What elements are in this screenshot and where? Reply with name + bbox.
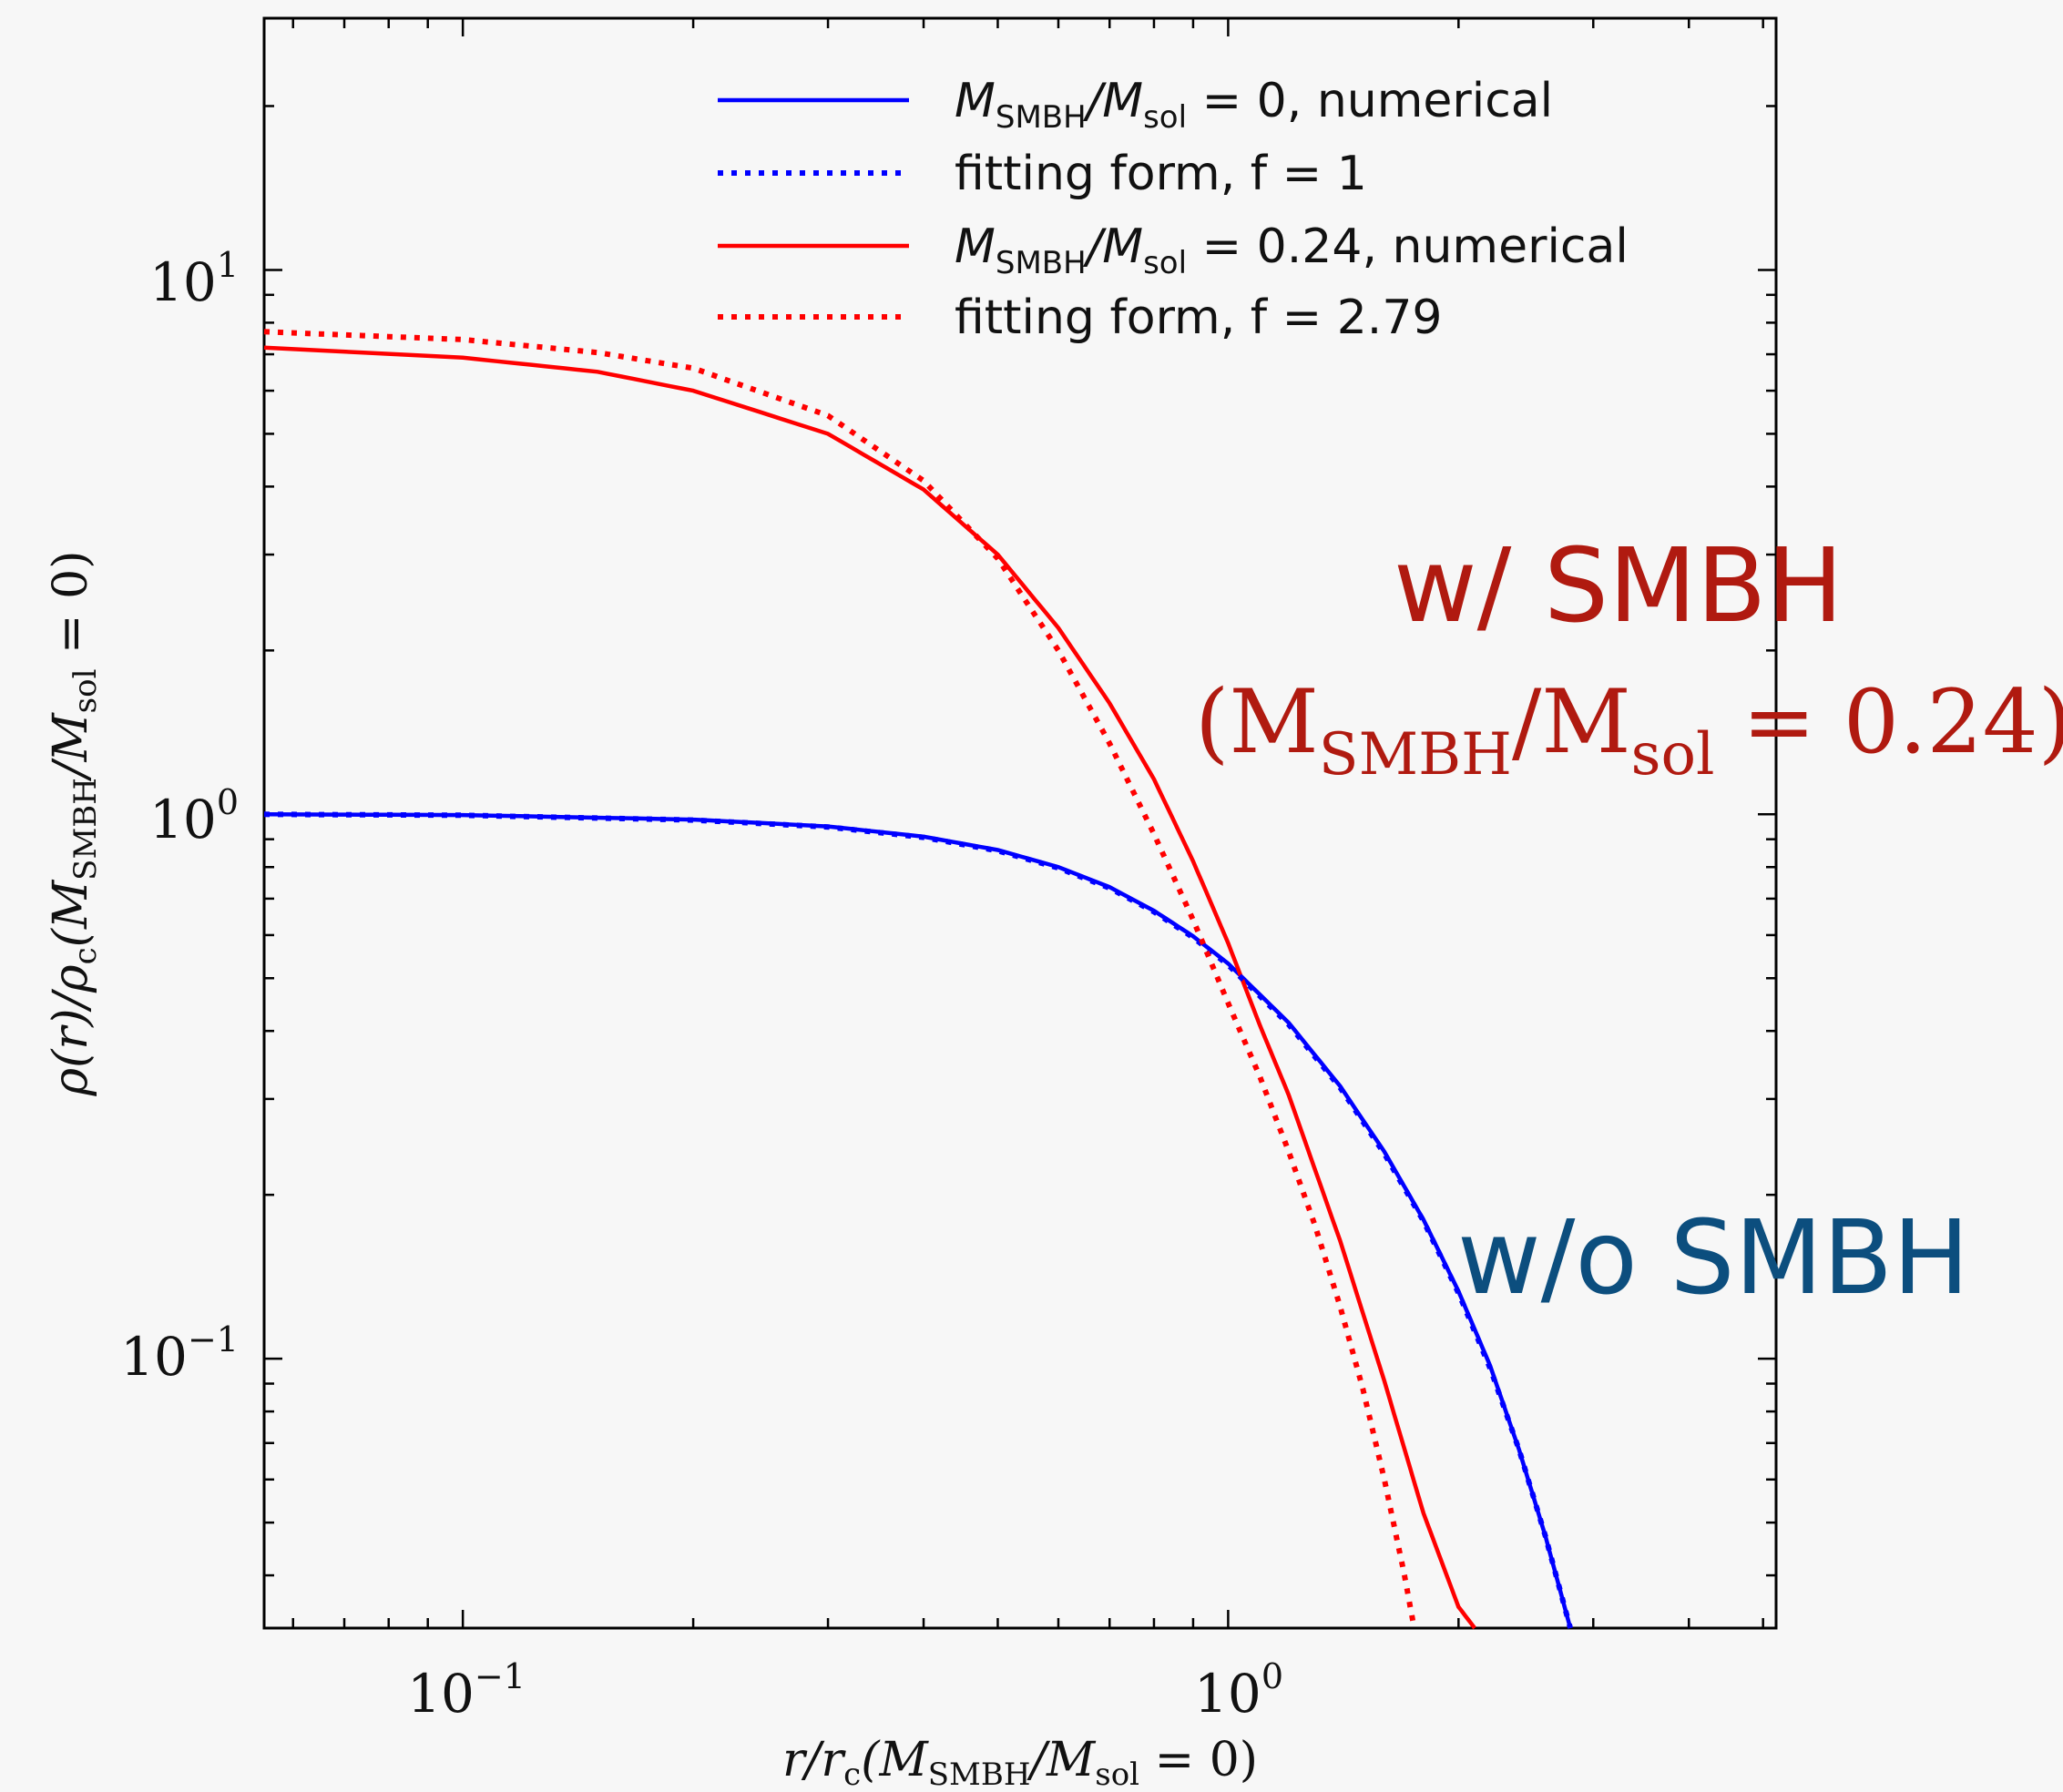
legend-entry-red-fit: fitting form, f = 2.79: [955, 290, 1443, 345]
legend-entry-blue-numerical: MSMBH/Msol = 0, numerical: [955, 74, 1553, 136]
annotation-with-smbh: w/ SMBH: [1394, 527, 1843, 646]
series-line-3: [263, 329, 1417, 1629]
y-tick-label-0.1: 10−1: [120, 1319, 239, 1388]
x-tick-labels: 10−1 100: [407, 1656, 1283, 1725]
y-tick-labels: 10−1 100 101: [120, 245, 239, 1388]
plot-frame: [262, 16, 1778, 1630]
x-tick-label-0.1: 10−1: [407, 1656, 526, 1725]
minor-ticks: [264, 18, 1776, 1628]
y-axis-label: ρ(r)/ρc(MSMBH/Msol = 0): [44, 551, 104, 1097]
annotation-without-smbh: w/o SMBH: [1457, 1199, 1969, 1318]
series-line-2: [263, 345, 1476, 1630]
annotation-with-smbh-mass: (MSMBH/Msol = 0.24): [1195, 671, 2063, 789]
major-ticks: [264, 18, 1776, 1628]
y-tick-label-1: 100: [149, 782, 239, 850]
x-axis-label: r/rc(MSMBH/Msol = 0): [782, 1733, 1258, 1792]
legend-entry-blue-fit: fitting form, f = 1: [955, 147, 1367, 201]
legend-entry-red-numerical: MSMBH/Msol = 0.24, numerical: [955, 219, 1629, 281]
series-layer: [263, 329, 1573, 1630]
series-line-1: [263, 811, 1573, 1629]
x-tick-label-1: 100: [1194, 1656, 1283, 1725]
legend: MSMBH/Msol = 0, numerical fitting form, …: [718, 74, 1629, 345]
y-tick-label-10: 101: [149, 245, 239, 313]
series-line-0: [263, 812, 1573, 1629]
